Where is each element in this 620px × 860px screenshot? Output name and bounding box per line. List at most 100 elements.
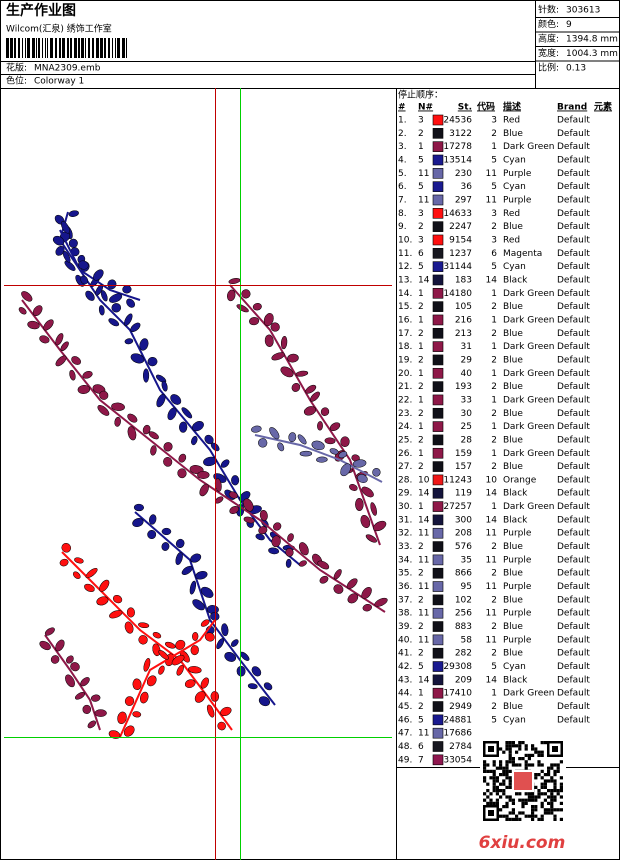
bar (117, 38, 120, 58)
leaf (316, 456, 328, 463)
description: Dark Green (503, 422, 554, 432)
stitches: 119 (455, 489, 472, 499)
qr-cell (524, 760, 528, 764)
qr-cell (492, 760, 496, 764)
qr-cell (502, 769, 506, 773)
needle: 14 (418, 275, 430, 285)
qr-cell (518, 811, 522, 815)
leaf (291, 382, 301, 392)
qr-cell (537, 753, 541, 757)
leaf (139, 691, 149, 704)
needle: 5 (418, 182, 424, 192)
row-index: 6. (398, 182, 407, 192)
qr-cell (537, 817, 541, 821)
needle: 2 (418, 622, 424, 632)
qr-cell (505, 776, 509, 780)
brand: Default (557, 702, 590, 712)
qr-cell (531, 805, 535, 809)
qr-cell (515, 817, 519, 821)
stem (61, 551, 233, 731)
row-index: 27. (398, 462, 412, 472)
stem (254, 434, 383, 483)
leaf (311, 440, 325, 451)
qr-cell (483, 798, 487, 802)
brand: Default (557, 195, 590, 205)
qr-cell (499, 773, 503, 777)
color-swatch (432, 168, 444, 179)
bar (45, 38, 46, 58)
leaf (175, 552, 183, 565)
brand: Default (557, 382, 590, 392)
stitches: 157 (455, 462, 472, 472)
description: Dark Green (503, 142, 554, 152)
description: Blue (503, 302, 523, 312)
brand: Default (557, 222, 590, 232)
leaf (77, 384, 91, 394)
row-index: 7. (398, 195, 407, 205)
leaf (39, 640, 51, 651)
qr-cell (483, 763, 487, 767)
color-swatch (432, 434, 444, 446)
row-index: 43. (398, 675, 412, 685)
qr-cell (534, 747, 538, 751)
leaf (152, 643, 161, 657)
leaf (329, 422, 341, 432)
leaf (132, 678, 142, 691)
leaf (99, 390, 109, 400)
bar (27, 38, 30, 58)
leaf (150, 445, 157, 456)
code: 1 (491, 289, 497, 299)
needle: 2 (418, 409, 424, 419)
row-index: 33. (398, 542, 412, 552)
row-index: 22. (398, 395, 412, 405)
leaf (217, 721, 226, 731)
leaf (93, 269, 104, 281)
bar (78, 38, 80, 58)
leaf (288, 432, 297, 443)
qr-cell (527, 763, 531, 767)
leaf (75, 692, 86, 700)
color-swatch (432, 754, 444, 766)
needle: 5 (418, 715, 424, 725)
qr-cell (486, 782, 490, 786)
leaf (258, 526, 268, 535)
qr-cell (534, 795, 538, 799)
needle: 2 (418, 649, 424, 659)
needle: 2 (418, 435, 424, 445)
code: 1 (491, 422, 497, 432)
leaf (194, 691, 206, 703)
info-label: 颜色: (538, 18, 559, 30)
table-title: 停止顺序： (398, 89, 443, 101)
leaf (228, 491, 238, 499)
code: 2 (491, 355, 497, 365)
leaf (181, 565, 193, 576)
leaf (147, 356, 158, 367)
row-index: 19. (398, 355, 412, 365)
qr-cell (495, 798, 499, 802)
needle: 10 (418, 475, 430, 485)
leaf (329, 448, 339, 455)
brand: Default (557, 142, 590, 152)
needle: 3 (418, 235, 424, 245)
code: 14 (486, 275, 498, 285)
leaf (305, 384, 317, 394)
qr-cell (531, 811, 535, 815)
qr-cell (524, 763, 528, 767)
brand: Default (557, 369, 590, 379)
code: 10 (486, 475, 498, 485)
qr-cell (505, 769, 509, 773)
brand: Default (557, 395, 590, 405)
qr-cell (550, 801, 554, 805)
leaf (255, 533, 265, 541)
stitches: 28 (461, 435, 473, 445)
code: 1 (491, 369, 497, 379)
leaf (258, 696, 270, 707)
qr-cell (505, 817, 509, 821)
qr-logo (512, 770, 534, 792)
qr-cell (556, 792, 560, 796)
qr-cell (502, 766, 506, 770)
stem (134, 511, 276, 706)
qr-cell (511, 760, 515, 764)
qr-cell (556, 769, 560, 773)
qr-finder (488, 746, 494, 752)
